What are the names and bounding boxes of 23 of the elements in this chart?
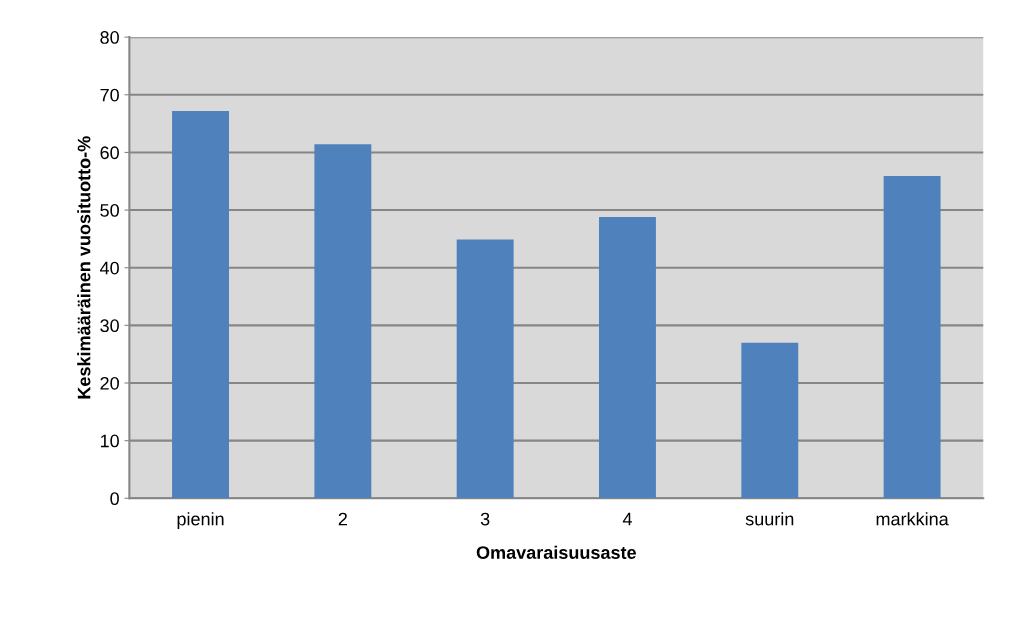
bar bbox=[314, 144, 372, 499]
x-tick-label: 3 bbox=[480, 512, 490, 526]
bar bbox=[883, 176, 941, 499]
bar bbox=[456, 239, 514, 499]
y-tick-label: 40 bbox=[99, 261, 119, 275]
y-tick-label: 70 bbox=[100, 88, 119, 102]
x-tick-label: pienin bbox=[177, 512, 224, 530]
x-axis-title: Omavaraisuusaste bbox=[476, 545, 636, 559]
x-tick-label: 2 bbox=[338, 512, 347, 526]
bar bbox=[172, 110, 229, 499]
bar bbox=[599, 216, 656, 499]
y-tick-label: 0 bbox=[110, 492, 119, 506]
y-tick-label: 60 bbox=[100, 146, 119, 160]
y-tick-label: 80 bbox=[100, 31, 119, 44]
y-tick-label: 50 bbox=[100, 204, 119, 217]
y-axis-title: Keskimääräinen vuosituotto-% bbox=[77, 136, 91, 399]
x-tick-label: suurin bbox=[745, 512, 794, 526]
x-tick-label: 4 bbox=[622, 512, 632, 526]
y-tick-label: 10 bbox=[100, 434, 119, 448]
x-tick-label: markkina bbox=[876, 512, 949, 526]
y-tick-label: 20 bbox=[100, 376, 119, 390]
bar bbox=[741, 342, 799, 499]
y-tick-label: 30 bbox=[100, 319, 119, 333]
